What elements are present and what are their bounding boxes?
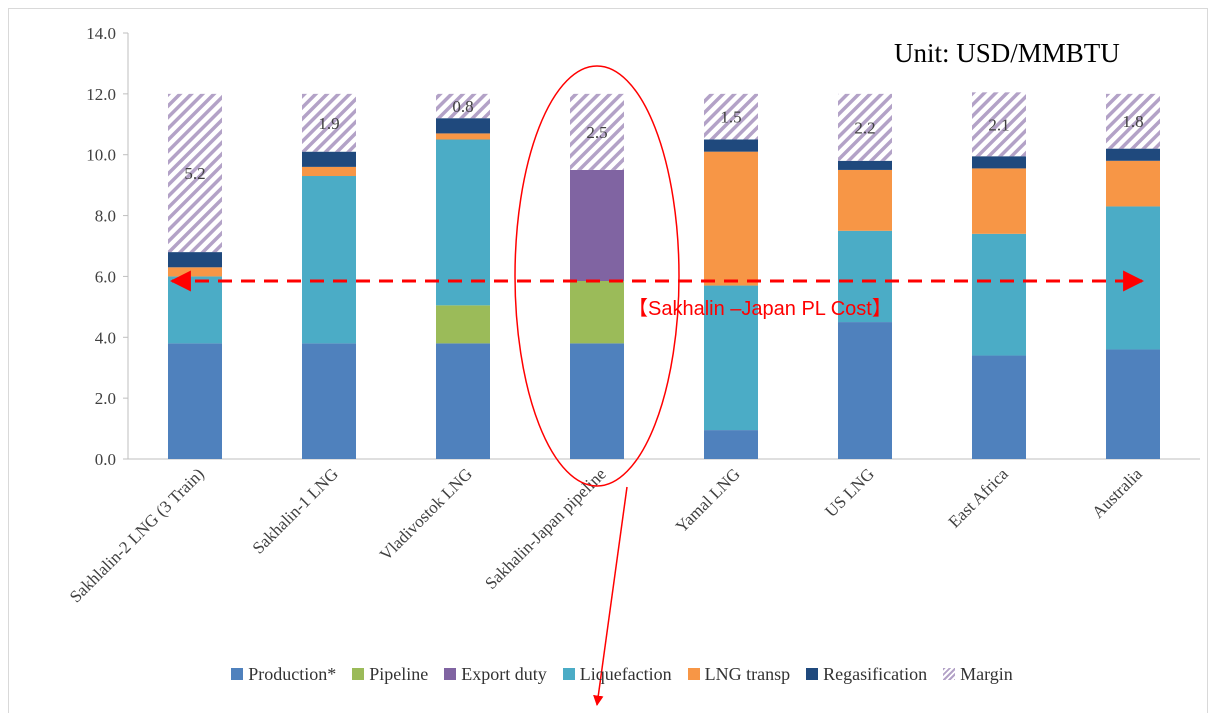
legend-swatch [231,668,244,680]
bar-segment-regasification [302,151,356,167]
data-label: 2.5 [586,123,607,142]
y-tick-label: 2.0 [95,389,116,408]
bar-segment-production [570,343,624,459]
data-label: 2.1 [988,115,1009,134]
legend-swatch [444,668,457,680]
bar-segment-export-duty [570,169,624,281]
data-label: 2.2 [854,118,875,137]
bar-segment-margin [168,93,222,253]
legend-label: Margin [960,663,1013,684]
chart-legend: Production* Pipeline Export duty Liquefacti… [92,662,1152,686]
legend-item: LNG transp [687,663,791,685]
bar-segment-liquefaction [302,176,356,344]
bar-segment-production [704,430,758,459]
bar-segment-production [168,343,222,459]
bar-segment-lng-transp [436,133,490,140]
x-tick-label: Sakhalin-Japan pipeline [481,464,610,593]
legend-item: Export duty [444,664,547,685]
bar-segment-liquefaction [704,285,758,431]
legend-swatch [943,668,956,680]
bar-segment-margin [436,93,490,119]
legend-item: Liquefaction [562,663,672,685]
y-tick-label: 4.0 [95,328,116,347]
bar-segment-production [1106,349,1160,459]
bar-segment-regasification [168,252,222,268]
bar-segment-lng-transp [302,166,356,177]
bar-segment-pipeline [570,280,624,344]
bar-segment-production [302,343,356,459]
legend-label: Production* [248,663,337,684]
bar-segment-regasification [838,160,892,170]
x-tick-label: Yamal LNG [672,464,744,536]
legend-swatch [562,668,575,680]
data-label: 1.8 [1122,112,1143,131]
bar-segment-lng-transp [838,169,892,231]
bar-segment-margin [704,93,758,140]
bar-segment-regasification [1106,148,1160,161]
legend-label: Regasification [823,663,928,684]
legend-swatch [806,668,819,680]
x-tick-label: Vladivostok LNG [376,464,476,564]
bar-segment-lng-transp [704,151,758,286]
legend-label: Pipeline [369,663,429,684]
y-tick-label: 12.0 [86,85,116,104]
bar-segment-liquefaction [1106,206,1160,350]
bar-segment-lng-transp [1106,160,1160,207]
bar-segment-production [436,343,490,459]
legend-item: Production* [231,664,336,685]
bar-segment-production [972,355,1026,459]
y-tick-label: 10.0 [86,146,116,165]
x-tick-label: Sakhlalin-2 LNG (3 Train) [66,464,208,606]
data-label: 1.9 [318,114,339,133]
legend-item: Margin [943,664,1013,685]
x-tick-label: US LNG [821,464,878,521]
unit-label: Unit: USD/MMBTU [894,38,1120,68]
bars [168,92,1160,459]
bar-segment-regasification [972,156,1026,169]
pl-cost-label: 【Sakhalin –Japan PL Cost】 [628,298,892,320]
y-tick-label: 6.0 [95,267,116,286]
data-labels: 5.2 1.9 0.8 2.5 1.5 2.2 2.1 1.8 [184,97,1143,183]
bar-segment-regasification [436,118,490,134]
bar-segment-liquefaction [168,276,222,344]
data-label: 1.5 [720,108,741,127]
bar-segment-margin [302,93,356,152]
chart-frame [8,8,1208,713]
data-label: 0.8 [452,97,473,116]
legend-label: Liquefaction [579,663,672,684]
legend-label: LNG transp [704,663,791,684]
legend-item: Pipeline [352,664,428,685]
bar-segment-lng-transp [168,267,222,277]
bar-segment-margin [570,93,624,170]
x-tick-label: Australia [1088,464,1146,522]
y-tick-label: 0.0 [95,450,116,469]
bar-segment-production [838,322,892,459]
legend-swatch [352,668,365,680]
highlight-arrow [593,486,628,707]
legend-swatch [687,668,700,680]
y-tick-label: 14.0 [86,24,116,43]
bar-segment-pipeline [436,305,490,344]
highlight-ellipse [514,65,680,487]
y-tick-label: 8.0 [95,207,116,226]
bar-segment-liquefaction [972,233,1026,356]
bar-segment-margin [838,93,892,161]
data-label: 5.2 [184,164,205,183]
y-axis: 0.0 2.0 4.0 6.0 8.0 10.0 12.0 14.0 [86,24,1200,469]
bar-segment-lng-transp [972,168,1026,234]
legend-label: Export duty [461,663,547,684]
legend-item: Regasification [806,664,927,685]
overlay-annotations [169,65,1145,707]
x-tick-label: East Africa [945,464,1012,531]
bar-segment-margin [1106,93,1160,149]
x-tick-label: Sakhalin-1 LNG [249,464,342,557]
bar-segment-margin [972,92,1026,157]
bar-segment-regasification [704,139,758,152]
